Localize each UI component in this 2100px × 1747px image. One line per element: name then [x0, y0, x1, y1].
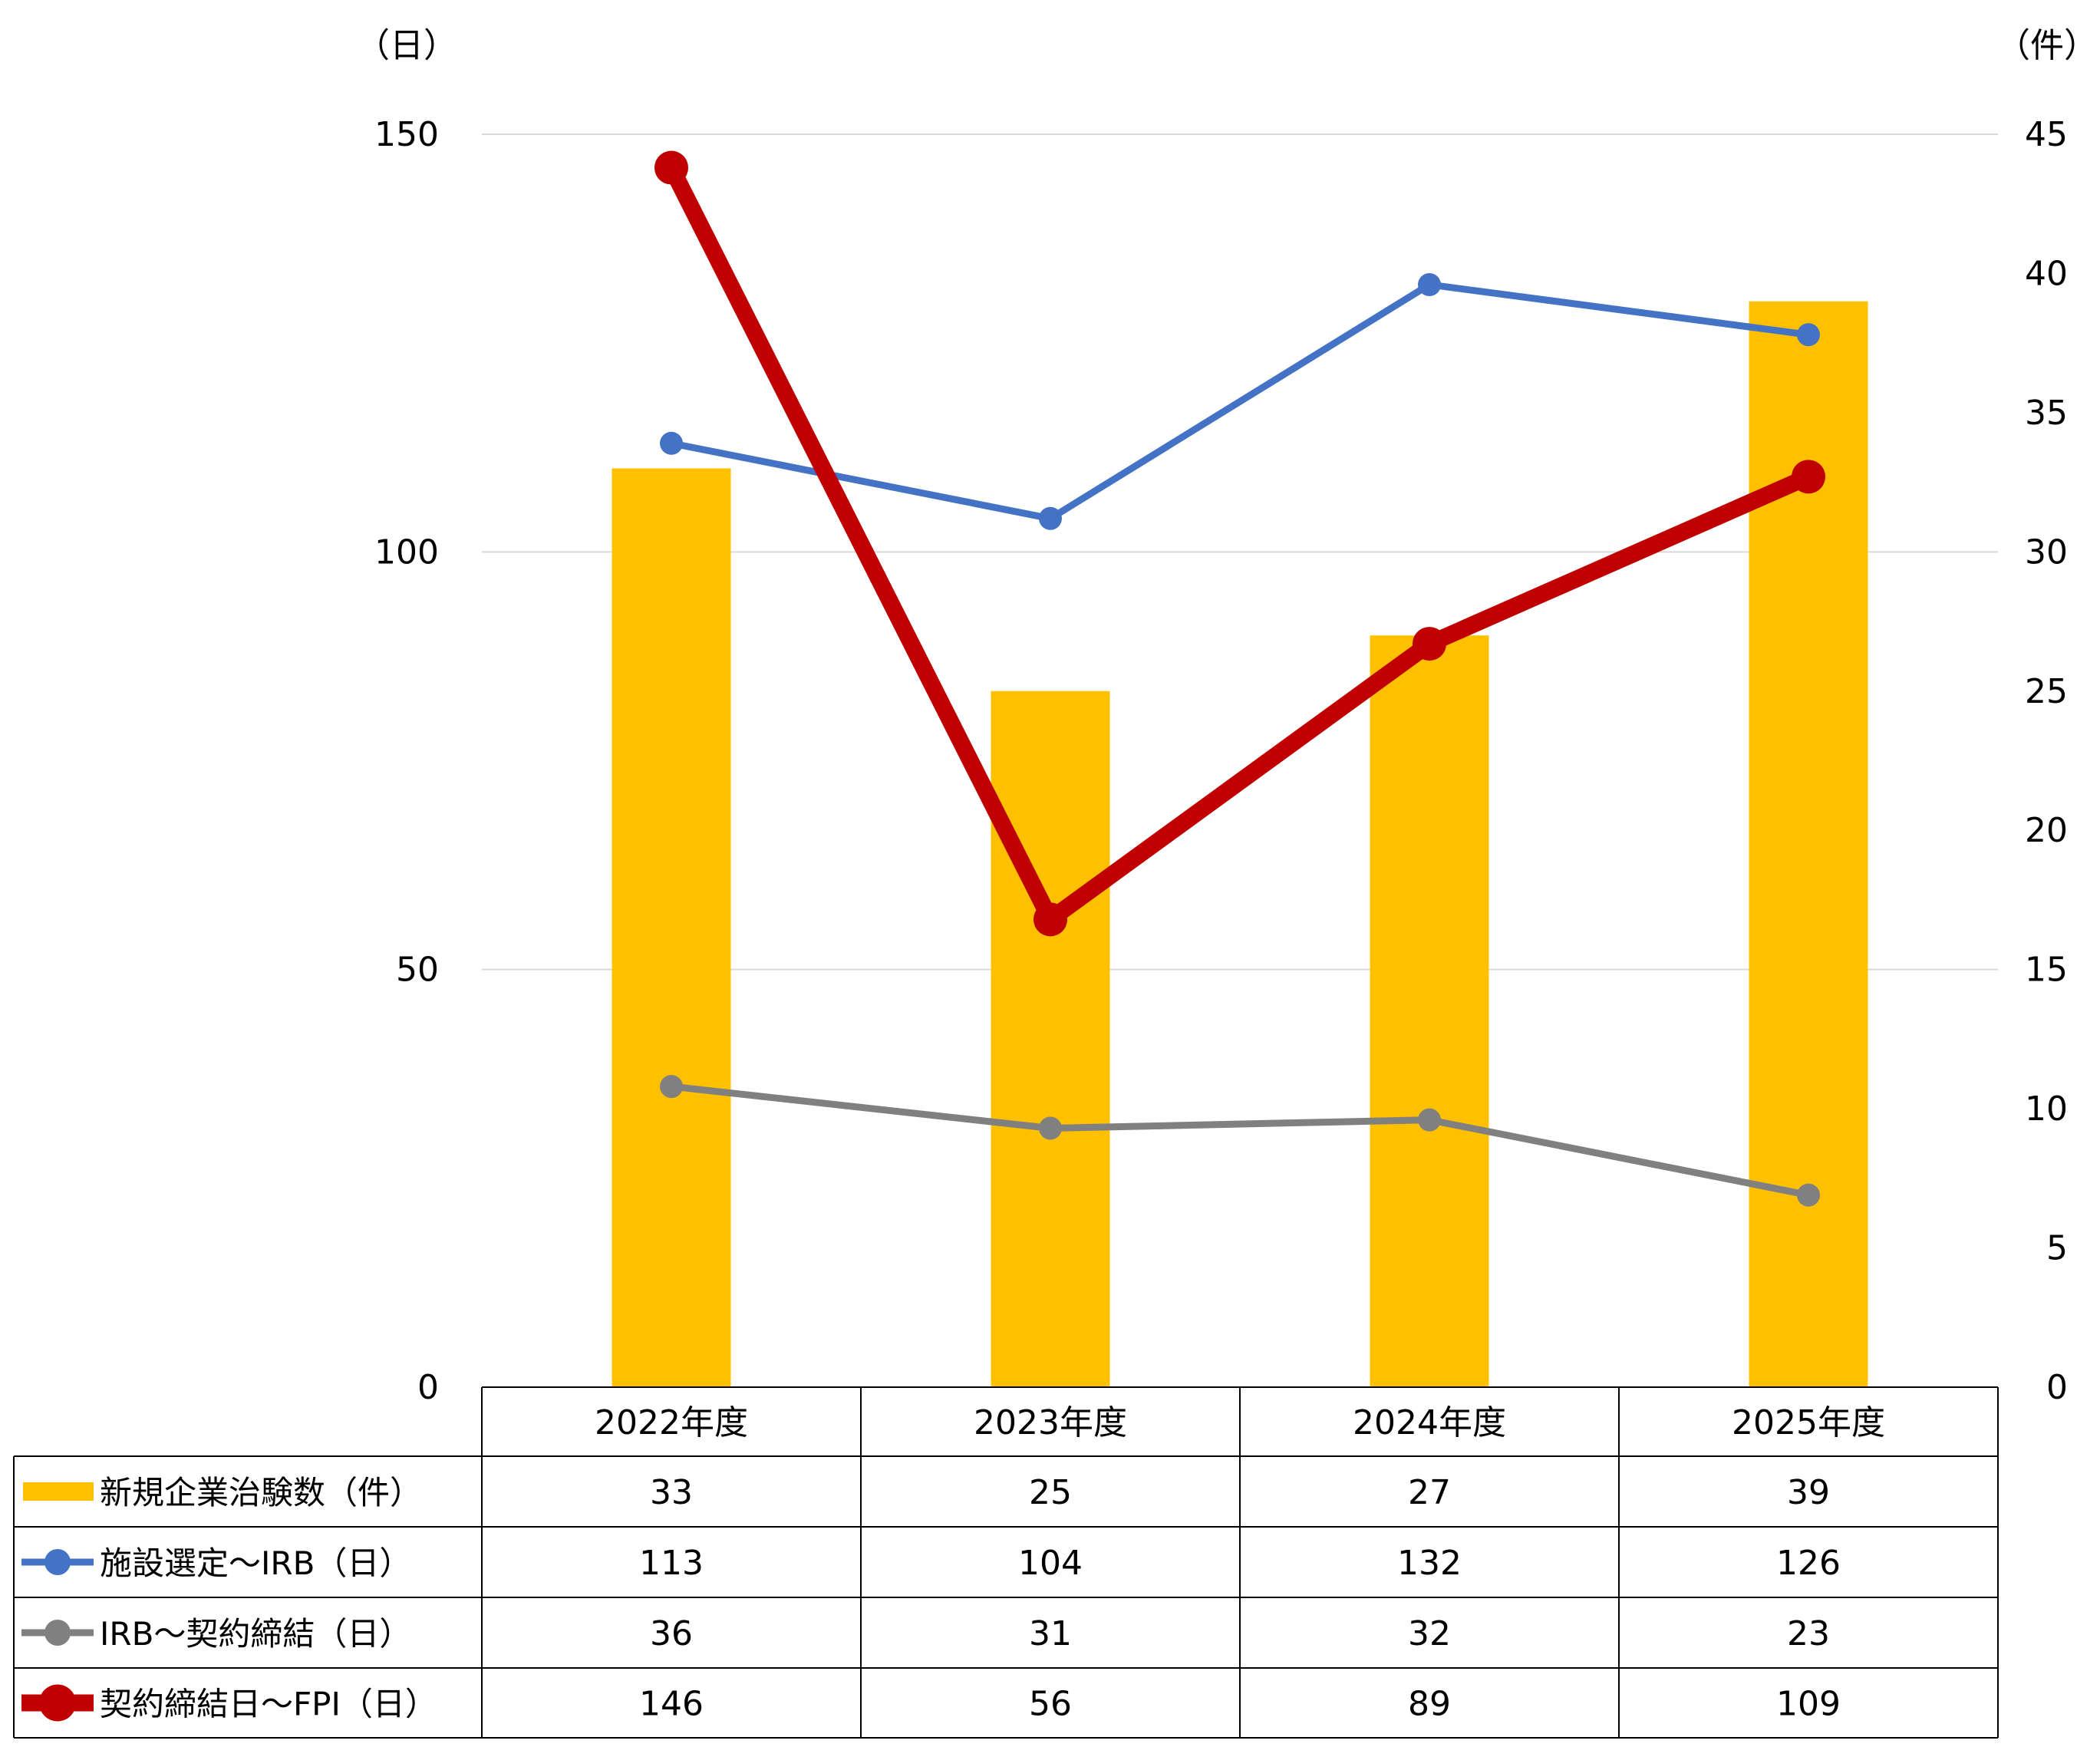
- series-line: [671, 1083, 1809, 1199]
- data-point: [1797, 1183, 1820, 1207]
- right-tick-label: 25: [2025, 672, 2068, 711]
- right-tick-label: 10: [2025, 1089, 2068, 1129]
- data-point: [1413, 627, 1446, 661]
- series-line: [664, 163, 1812, 928]
- right-tick-label: 35: [2025, 394, 2068, 433]
- table-cell-value: 31: [1029, 1614, 1072, 1653]
- data-point: [1039, 1116, 1062, 1140]
- right-tick-label: 45: [2025, 115, 2068, 154]
- series-line: [671, 281, 1809, 522]
- table-cell-value: 113: [639, 1544, 704, 1583]
- table-cell-value: 146: [639, 1685, 704, 1724]
- data-point: [654, 150, 688, 185]
- table-cell-value: 32: [1408, 1614, 1451, 1653]
- data-point: [1418, 272, 1441, 296]
- table-cell-value: 126: [1776, 1544, 1841, 1583]
- bar: [1370, 635, 1489, 1387]
- legend-key-bar: [23, 1482, 94, 1501]
- bar-series: [612, 301, 1868, 1387]
- data-point: [1418, 1108, 1441, 1132]
- table-cell-value: 23: [1787, 1614, 1830, 1653]
- data-point: [660, 431, 683, 455]
- right-tick-label: 40: [2025, 254, 2068, 293]
- data-point: [1797, 323, 1820, 347]
- category-label: 2023年度: [974, 1403, 1127, 1442]
- series-name: 契約締結日～FPI（日）: [100, 1686, 437, 1723]
- data-point: [660, 1075, 683, 1099]
- legend-key-marker: [45, 1549, 71, 1575]
- table-cell-value: 27: [1408, 1473, 1451, 1512]
- left-tick-label: 0: [417, 1368, 439, 1407]
- left-tick-label: 50: [396, 951, 439, 990]
- table-cell-value: 56: [1029, 1685, 1072, 1724]
- table-cell-value: 132: [1397, 1544, 1462, 1583]
- bar: [991, 691, 1110, 1387]
- data-point: [1792, 460, 1825, 494]
- category-label: 2025年度: [1732, 1403, 1885, 1442]
- right-tick-label: 30: [2025, 532, 2068, 572]
- category-label: 2022年度: [595, 1403, 748, 1442]
- left-axis-ticks: 0 50 100 150: [374, 115, 439, 1407]
- right-tick-label: 15: [2025, 951, 2068, 990]
- data-point: [1039, 506, 1062, 530]
- table-cell-value: 36: [650, 1614, 693, 1653]
- series-name: IRB～契約締結（日）: [100, 1615, 411, 1653]
- category-label: 2024年度: [1353, 1403, 1506, 1442]
- table-cell-value: 109: [1776, 1685, 1841, 1724]
- table-cell-value: 25: [1029, 1473, 1072, 1512]
- data-point: [1034, 902, 1067, 937]
- table-cell-value: 89: [1408, 1685, 1451, 1724]
- right-tick-label: 0: [2046, 1368, 2068, 1407]
- legend-key-marker: [39, 1684, 76, 1722]
- table-cell-value: 33: [650, 1473, 693, 1512]
- left-axis-unit-label: （日）: [356, 26, 457, 65]
- series-name: 施設選定～IRB（日）: [100, 1544, 411, 1582]
- series-name: 新規企業治験数（件）: [100, 1474, 422, 1511]
- bar: [612, 468, 731, 1387]
- gridlines: [482, 133, 1998, 971]
- right-axis-unit-label: （件）: [1996, 26, 2098, 65]
- legend-key-marker: [45, 1620, 71, 1646]
- right-tick-label: 20: [2025, 811, 2068, 850]
- right-axis-ticks: 0 5 10 15 20 25 30 35 40 45: [2025, 115, 2068, 1407]
- left-tick-label: 100: [374, 532, 439, 572]
- right-tick-label: 5: [2046, 1229, 2068, 1268]
- table-cell-value: 39: [1787, 1473, 1830, 1512]
- table-cell-value: 104: [1018, 1544, 1083, 1583]
- line-series: [654, 150, 1825, 1207]
- left-tick-label: 150: [374, 115, 439, 154]
